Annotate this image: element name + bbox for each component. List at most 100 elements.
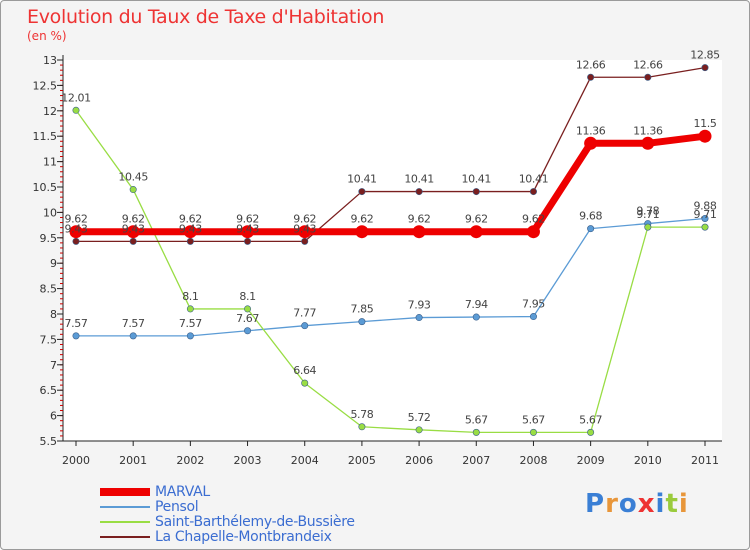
data-point [415,426,423,434]
data-label: 8.1 [182,290,198,303]
data-label: 11.5 [694,117,717,130]
y-tick-label: 9.5 [40,232,58,245]
data-point [186,305,194,313]
series-line-0 [72,132,709,236]
data-point [355,225,369,239]
x-tick-label: 2009 [577,454,605,467]
legend-label: MARVAL [155,483,210,500]
y-tick-label: 6 [50,410,57,423]
data-point [587,225,595,233]
data-point [301,237,309,245]
data-label: 7.94 [465,298,488,311]
legend-label: Saint-Barthélemy-de-Bussière [155,513,355,530]
data-label: 9.71 [694,208,717,221]
data-label: 5.67 [522,413,545,426]
data-point [584,136,598,150]
data-label: 7.93 [408,299,431,312]
logo-letter: i [655,489,666,519]
data-label: 5.67 [579,413,602,426]
data-point [301,379,309,387]
data-point [183,225,197,239]
data-label: 9.62 [522,213,545,226]
data-point [298,225,312,239]
logo-letter: o [618,489,638,519]
logo-letter: x [637,489,656,519]
series-line-3 [75,66,706,243]
y-tick-label: 8 [50,308,57,321]
data-label: 9.43 [236,222,259,235]
data-point [644,73,652,81]
data-label: 6.64 [293,364,316,377]
y-tick-label: 12.5 [33,79,58,92]
data-label: 7.57 [65,317,88,330]
data-label: 10.41 [519,173,549,186]
data-label: 9.43 [65,222,88,235]
data-label: 9.88 [694,199,717,212]
data-label: 11.36 [576,124,606,137]
data-label: 10.41 [404,173,434,186]
x-tick-label: 2010 [634,454,662,467]
logo-letter: P [585,489,606,519]
data-point [244,327,252,335]
data-label: 9.68 [579,210,602,223]
data-point [472,313,480,321]
data-label: 9.78 [636,205,659,218]
data-point [126,225,140,239]
data-point [698,129,712,143]
series-line-2 [75,109,706,434]
data-point [469,225,483,239]
y-tick-label: 10 [43,206,57,219]
data-label: 7.77 [293,307,316,320]
y-tick-label: 13 [43,54,57,67]
legend-label: La Chapelle-Montbrandeix [155,528,332,545]
proxiti-logo: Proxiti [585,489,689,519]
data-point [529,313,537,321]
x-tick-label: 2007 [462,454,490,467]
chart-unit-label: (en %) [27,29,67,43]
x-tick-label: 2000 [62,454,90,467]
data-point [415,188,423,196]
data-label: 9.71 [636,208,659,221]
data-label: 10.45 [118,171,148,184]
data-point [587,428,595,436]
plot-area [63,60,722,441]
data-point [472,428,480,436]
data-point [186,332,194,340]
data-point [129,332,137,340]
legend: MARVAL Pensol Saint-Barthélemy-de-Bussiè… [100,483,355,545]
x-tick-label: 2008 [519,454,547,467]
y-tick-label: 5.5 [40,435,58,448]
x-tick-label: 2011 [691,454,719,467]
data-label: 10.41 [347,173,377,186]
data-point [129,186,137,194]
data-label: 11.36 [633,124,663,137]
data-label: 12.66 [633,58,663,71]
data-point [186,237,194,245]
logo-letter: r [605,489,619,519]
data-label: 7.85 [350,303,373,316]
data-label: 9.62 [179,213,202,226]
data-label: 12.66 [576,58,606,71]
data-point [241,225,255,239]
y-tick-label: 12 [43,105,57,118]
legend-item-saint-barthelemy: Saint-Barthélemy-de-Bussière [100,513,355,530]
data-point [72,332,80,340]
y-tick-label: 7 [50,359,57,372]
y-tick-label: 9 [50,257,57,270]
legend-item-pensol: Pensol [100,499,355,515]
data-point [358,423,366,431]
x-tick-label: 2003 [234,454,262,467]
x-tick-label: 2004 [291,454,319,467]
data-point [529,188,537,196]
legend-item-marval: MARVAL [100,483,355,500]
data-label: 5.78 [350,408,373,421]
data-point [244,305,252,313]
y-tick-label: 6.5 [40,384,58,397]
data-label: 12.85 [690,49,720,62]
legend-swatch [100,487,150,496]
x-tick-label: 2001 [119,454,147,467]
data-point [358,188,366,196]
data-label: 7.67 [236,312,259,325]
x-tick-label: 2006 [405,454,433,467]
data-point [526,225,540,239]
